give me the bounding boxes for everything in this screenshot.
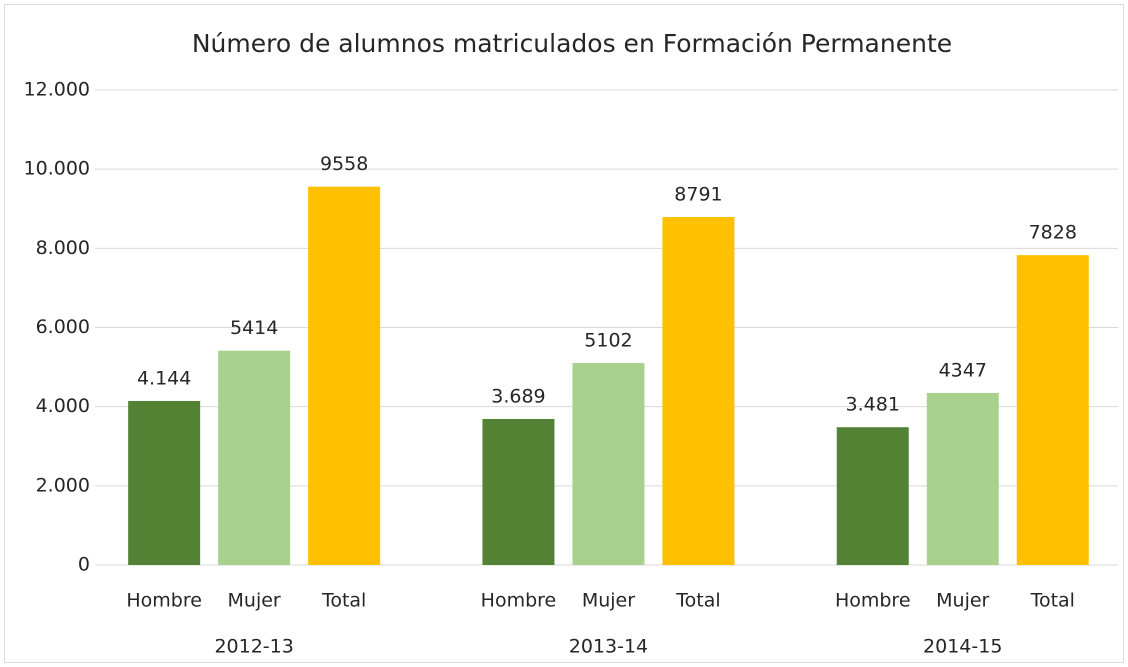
x-tick-label: Total: [675, 590, 720, 612]
x-tick-label: Mujer: [228, 590, 281, 612]
y-tick-label: 2.000: [36, 474, 90, 496]
value-label: 7828: [1029, 222, 1077, 244]
bar: [482, 418, 555, 565]
y-tick-label: 12.000: [24, 79, 90, 101]
x-tick-label: Hombre: [481, 590, 557, 612]
value-label: 9558: [320, 153, 368, 175]
value-label: 4.144: [137, 367, 191, 389]
value-label: 3.689: [491, 385, 545, 407]
y-tick-label: 4.000: [36, 395, 90, 417]
y-tick-label: 0: [78, 554, 90, 576]
x-tick-label: Total: [1030, 590, 1075, 612]
x-tick-label: Mujer: [582, 590, 635, 612]
bar: [218, 350, 291, 565]
x-group-label: 2013-14: [569, 636, 648, 658]
value-label: 3.481: [846, 394, 900, 416]
x-tick-label: Hombre: [835, 590, 911, 612]
bar: [1016, 255, 1089, 565]
chart-title: Número de alumnos matriculados en Formac…: [192, 29, 952, 58]
y-tick-label: 6.000: [36, 316, 90, 338]
x-tick-label: Hombre: [126, 590, 202, 612]
x-group-label: 2014-15: [923, 636, 1002, 658]
value-label: 5102: [584, 330, 632, 352]
value-label: 5414: [230, 317, 278, 339]
value-label: 8791: [674, 184, 722, 206]
x-tick-label: Mujer: [936, 590, 989, 612]
bar: [662, 217, 735, 565]
bar: [926, 392, 999, 565]
bar: [836, 427, 909, 565]
x-tick-label: Total: [321, 590, 366, 612]
bar: [308, 186, 381, 565]
bar: [572, 363, 645, 565]
y-tick-label: 8.000: [36, 237, 90, 259]
value-label: 4347: [939, 359, 987, 381]
y-tick-label: 10.000: [24, 158, 90, 180]
bar: [128, 400, 201, 565]
x-group-label: 2012-13: [214, 636, 293, 658]
